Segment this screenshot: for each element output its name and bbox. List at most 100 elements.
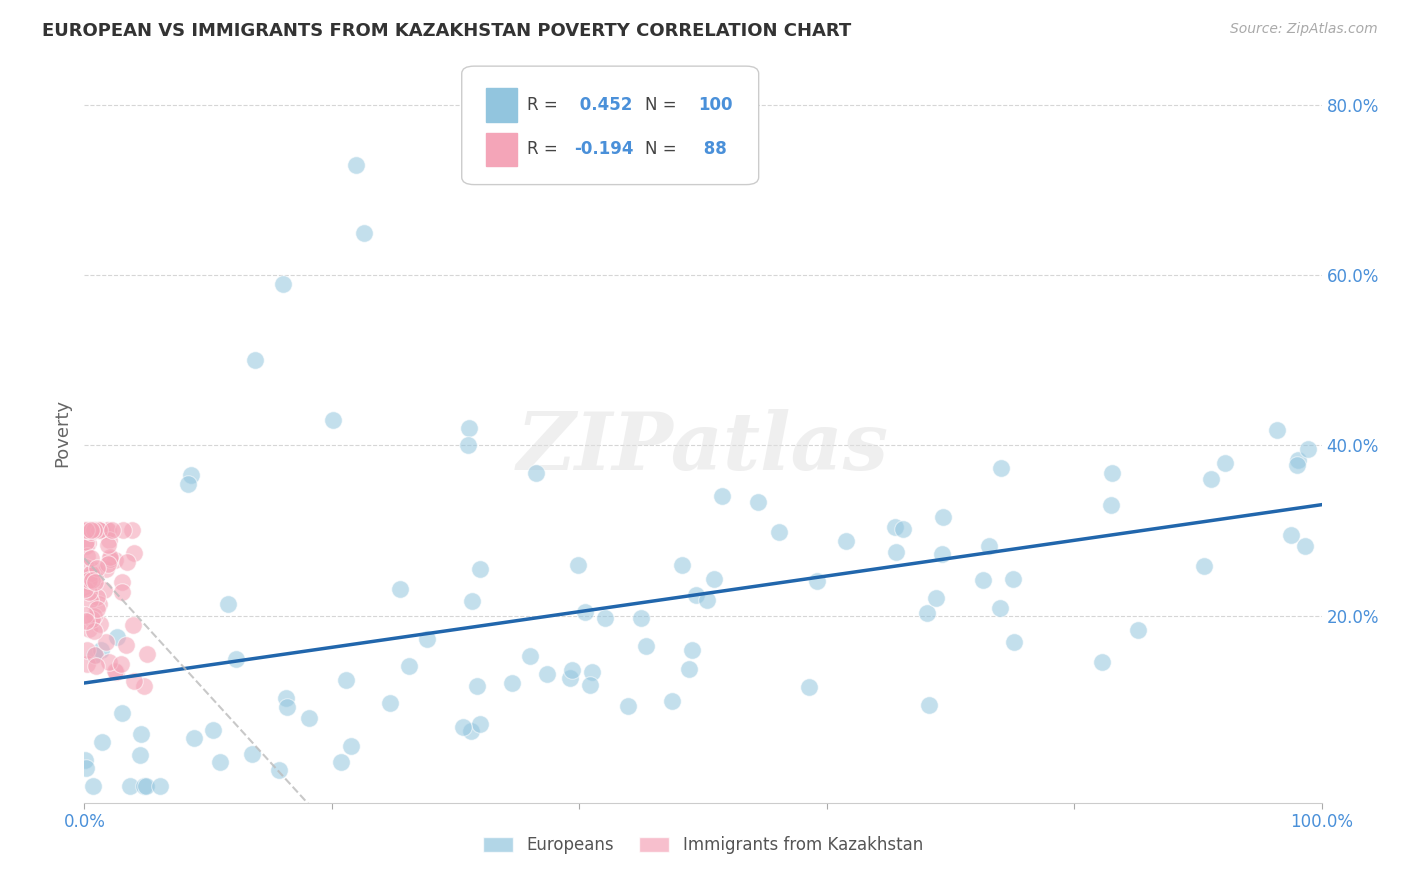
Point	[977, 539, 1000, 553]
Point	[75, 614, 97, 628]
Point	[76, 524, 98, 538]
Point	[177, 476, 200, 491]
Point	[344, 157, 367, 171]
Point	[80, 612, 103, 626]
Point	[122, 674, 145, 689]
Point	[661, 694, 683, 708]
Text: N =: N =	[645, 95, 682, 113]
Point	[91, 524, 114, 538]
Point	[1101, 467, 1123, 481]
Point	[79, 524, 101, 538]
Point	[86, 590, 108, 604]
Point	[75, 524, 97, 538]
Point	[97, 538, 120, 552]
Point	[225, 652, 247, 666]
Text: -0.194: -0.194	[574, 140, 634, 158]
Point	[75, 539, 97, 553]
Point	[747, 495, 769, 509]
Point	[501, 676, 523, 690]
Point	[80, 551, 103, 566]
Point	[451, 720, 474, 734]
Point	[76, 643, 98, 657]
Point	[636, 639, 658, 653]
Point	[243, 353, 266, 368]
Point	[75, 761, 97, 775]
Point	[84, 659, 107, 673]
Point	[1002, 635, 1025, 649]
Point	[768, 524, 790, 539]
FancyBboxPatch shape	[486, 88, 517, 121]
Point	[73, 608, 96, 623]
Point	[87, 597, 110, 611]
Point	[339, 739, 361, 753]
Point	[201, 723, 224, 738]
Point	[86, 602, 108, 616]
Point	[990, 460, 1012, 475]
Point	[1294, 539, 1316, 553]
Point	[80, 524, 103, 539]
Point	[83, 608, 105, 623]
Point	[83, 648, 105, 662]
Point	[389, 582, 412, 596]
Point	[73, 524, 96, 538]
Point	[329, 755, 352, 769]
Point	[240, 747, 263, 761]
Point	[73, 524, 96, 538]
Point	[931, 547, 953, 561]
Point	[918, 698, 941, 713]
Point	[696, 592, 718, 607]
Text: N =: N =	[645, 140, 682, 158]
Point	[460, 724, 482, 739]
Point	[120, 779, 142, 793]
Point	[915, 606, 938, 620]
Point	[271, 277, 294, 291]
Point	[135, 779, 157, 793]
Point	[89, 617, 111, 632]
Point	[1192, 558, 1215, 573]
Point	[835, 533, 858, 548]
Point	[77, 524, 100, 538]
Point	[122, 546, 145, 560]
Point	[581, 665, 603, 680]
Point	[685, 588, 707, 602]
Point	[73, 524, 96, 538]
Point	[269, 763, 291, 777]
Point	[87, 524, 110, 538]
Point	[183, 731, 205, 745]
Point	[77, 524, 100, 538]
Point	[217, 597, 239, 611]
Point	[75, 559, 97, 574]
Point	[77, 524, 100, 538]
Point	[891, 522, 914, 536]
Point	[353, 226, 375, 240]
Point	[89, 524, 111, 538]
Point	[80, 573, 103, 587]
Point	[129, 727, 152, 741]
Point	[132, 679, 155, 693]
Point	[567, 558, 589, 572]
Point	[75, 524, 97, 538]
Point	[972, 574, 994, 588]
Point	[82, 779, 104, 793]
Point	[1285, 458, 1308, 473]
Point	[378, 696, 401, 710]
Point	[79, 524, 101, 538]
Y-axis label: Poverty: Poverty	[53, 399, 72, 467]
Text: ZIPatlas: ZIPatlas	[517, 409, 889, 486]
Point	[988, 601, 1011, 615]
Point	[75, 582, 97, 597]
Point	[1286, 453, 1309, 467]
Point	[468, 717, 491, 731]
Point	[681, 643, 703, 657]
Point	[84, 575, 107, 590]
Point	[298, 711, 321, 725]
Point	[121, 524, 143, 538]
Point	[461, 594, 484, 608]
Point	[73, 524, 96, 538]
Point	[1267, 423, 1289, 437]
Point	[97, 557, 120, 571]
Point	[468, 562, 491, 576]
Point	[79, 575, 101, 590]
Point	[76, 549, 98, 563]
Point	[77, 573, 100, 587]
